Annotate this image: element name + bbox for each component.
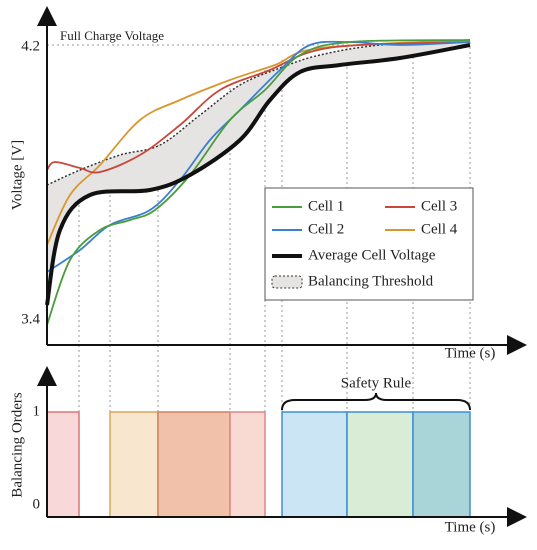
legend-label: Average Cell Voltage	[308, 247, 436, 263]
y-axis-label: Balancing Orders	[9, 392, 25, 498]
curve	[46, 39, 471, 246]
order-bar	[281, 411, 348, 518]
legend-label: Cell 4	[421, 221, 458, 237]
curve	[46, 41, 471, 174]
order-bar	[109, 411, 159, 518]
order-bar	[46, 411, 80, 518]
brace	[281, 392, 471, 411]
legend-label: Balancing Threshold	[308, 273, 434, 289]
legend: Cell 1 Cell 3 Cell 2 Cell 4 Average Cell…	[264, 187, 474, 301]
curve	[47, 40, 470, 305]
y-tick-label: 1	[33, 403, 41, 419]
curves	[45, 39, 471, 326]
annotation: Full Charge Voltage	[60, 28, 164, 43]
x-axis-label: Time (s)	[445, 519, 496, 535]
annotation: Safety Rule	[341, 375, 412, 391]
bars	[46, 411, 471, 518]
y-axis-label: Voltage [V]	[9, 140, 25, 210]
order-bar	[346, 411, 414, 518]
legend-label: Cell 2	[308, 221, 344, 237]
curve	[45, 43, 471, 306]
y-tick-label: 4.2	[21, 38, 40, 54]
axes	[37, 6, 527, 527]
legend-label: Cell 3	[421, 198, 457, 214]
order-bar	[412, 411, 471, 518]
y-tick-label: 3.4	[21, 311, 40, 327]
order-bar	[157, 411, 231, 518]
y-tick-label: 0	[33, 496, 41, 512]
order-bar	[229, 411, 266, 518]
legend-label: Cell 1	[308, 198, 344, 214]
x-axis-label: Time (s)	[445, 345, 496, 361]
